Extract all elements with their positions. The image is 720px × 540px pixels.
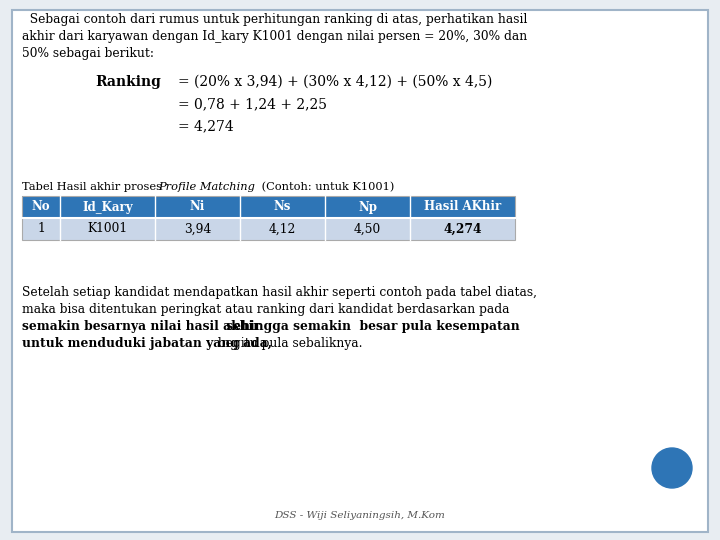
Text: = (20% x 3,94) + (30% x 4,12) + (50% x 4,5): = (20% x 3,94) + (30% x 4,12) + (50% x 4…: [178, 75, 492, 89]
Text: Id_Kary: Id_Kary: [82, 200, 132, 213]
Text: No: No: [32, 200, 50, 213]
Text: Tabel Hasil akhir proses: Tabel Hasil akhir proses: [22, 182, 166, 192]
Text: akhir dari karyawan dengan Id_kary K1001 dengan nilai persen = 20%, 30% dan: akhir dari karyawan dengan Id_kary K1001…: [22, 30, 527, 43]
Circle shape: [652, 448, 692, 488]
Bar: [22, 196, 515, 240]
Text: 4,274: 4,274: [444, 222, 482, 235]
Text: 1: 1: [37, 222, 45, 235]
Text: 4,50: 4,50: [354, 222, 381, 235]
Text: Profile Matching: Profile Matching: [158, 182, 255, 192]
Text: Ns: Ns: [274, 200, 291, 213]
Text: 4,12: 4,12: [269, 222, 296, 235]
Text: Ni: Ni: [190, 200, 205, 213]
Text: 50% sebagai berikut:: 50% sebagai berikut:: [22, 47, 154, 60]
Text: semakin besarnya nilai hasil akhir: semakin besarnya nilai hasil akhir: [22, 320, 260, 333]
Text: Np: Np: [358, 200, 377, 213]
FancyBboxPatch shape: [12, 10, 708, 532]
Text: DSS - Wiji Seliyaningsih, M.Kom: DSS - Wiji Seliyaningsih, M.Kom: [274, 511, 446, 520]
Bar: [22, 196, 515, 218]
Bar: [22, 218, 515, 240]
Text: Sebagai contoh dari rumus untuk perhitungan ranking di atas, perhatikan hasil: Sebagai contoh dari rumus untuk perhitun…: [22, 13, 527, 26]
Text: Ranking: Ranking: [95, 75, 161, 89]
Text: Hasil AKhir: Hasil AKhir: [424, 200, 501, 213]
Text: K1001: K1001: [87, 222, 127, 235]
Text: = 0,78 + 1,24 + 2,25: = 0,78 + 1,24 + 2,25: [178, 97, 327, 111]
Text: = 4,274: = 4,274: [178, 119, 234, 133]
Text: sehingga semakin  besar pula kesempatan: sehingga semakin besar pula kesempatan: [222, 320, 520, 333]
Text: begitu pula sebaliknya.: begitu pula sebaliknya.: [214, 337, 362, 350]
Text: (Contoh: untuk K1001): (Contoh: untuk K1001): [258, 182, 395, 192]
Text: maka bisa ditentukan peringkat atau ranking dari kandidat berdasarkan pada: maka bisa ditentukan peringkat atau rank…: [22, 303, 510, 316]
Text: untuk menduduki jabatan yang ada,: untuk menduduki jabatan yang ada,: [22, 337, 272, 350]
Text: Setelah setiap kandidat mendapatkan hasil akhir seperti contoh pada tabel diatas: Setelah setiap kandidat mendapatkan hasi…: [22, 286, 537, 299]
Text: 3,94: 3,94: [184, 222, 211, 235]
